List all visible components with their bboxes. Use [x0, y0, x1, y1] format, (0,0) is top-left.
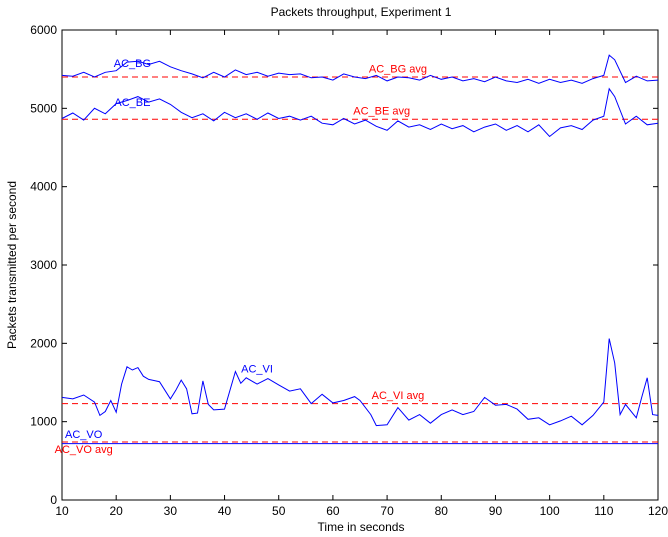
x-tick-label: 120 [648, 504, 668, 518]
ac-vo-avg-label: AC_VO avg [55, 444, 113, 456]
y-tick-label: 6000 [30, 23, 57, 37]
x-tick-label: 10 [55, 504, 69, 518]
ac-be-avg-label: AC_BE avg [353, 106, 410, 118]
ac-vo-label: AC_VO [65, 429, 103, 441]
y-axis-ticks: 0 1000 2000 3000 4000 5000 6000 [30, 23, 658, 507]
ac-vi-series-line [61, 338, 659, 427]
ac-be-series-line [61, 87, 659, 138]
ac-vi-avg-label: AC_VI avg [372, 390, 425, 402]
ac-bg-series-line [61, 54, 659, 84]
x-tick-label: 110 [594, 504, 613, 518]
x-tick-label: 50 [272, 504, 286, 518]
x-tick-label: 80 [435, 504, 449, 518]
x-tick-label: 40 [218, 504, 232, 518]
ac-bg-avg-label: AC_BG avg [369, 63, 427, 75]
y-tick-label: 3000 [30, 258, 57, 272]
x-tick-label: 20 [110, 504, 124, 518]
y-tick-label: 1000 [30, 415, 57, 429]
x-tick-label: 100 [540, 504, 560, 518]
y-tick-label: 5000 [30, 101, 57, 115]
y-axis-label: Packets transmitted per second [5, 181, 19, 349]
series-labels: AC_BG AC_BE AC_VI AC_VO AC_BG avg AC_BE avg AC… [55, 58, 427, 456]
x-tick-label: 30 [164, 504, 178, 518]
x-tick-label: 90 [489, 504, 503, 518]
chart-title: Packets throughput, Experiment 1 [271, 5, 452, 19]
ac-vi-label: AC_VI [241, 363, 273, 375]
x-tick-label: 70 [380, 504, 394, 518]
x-axis-ticks: 10 20 30 40 50 60 70 80 90 100 110 120 [55, 30, 668, 518]
y-tick-label: 0 [50, 493, 57, 507]
ac-be-label: AC_BE [114, 97, 150, 109]
y-tick-label: 2000 [30, 336, 57, 350]
series-lines [61, 54, 659, 445]
x-axis-label: Time in seconds [318, 520, 405, 534]
x-tick-label: 60 [326, 504, 340, 518]
plot-area [61, 29, 659, 501]
y-tick-label: 4000 [30, 180, 57, 194]
ac-bg-label: AC_BG [114, 58, 151, 70]
